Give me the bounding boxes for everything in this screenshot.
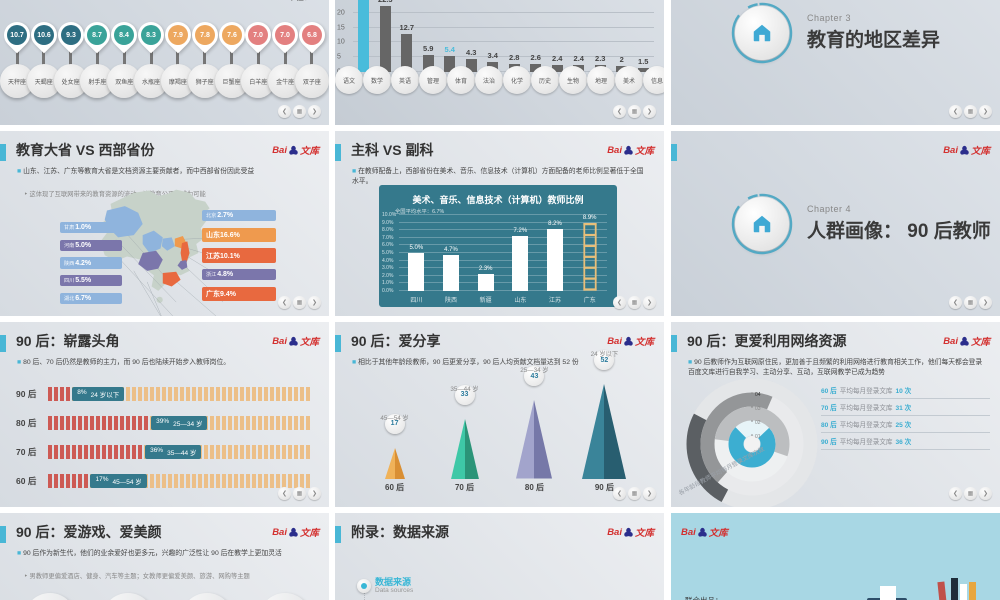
svg-text:03: 03 — [755, 406, 761, 412]
svg-text:04: 04 — [755, 392, 761, 398]
svg-text:01: 01 — [755, 434, 761, 440]
svg-text:02: 02 — [755, 420, 761, 426]
